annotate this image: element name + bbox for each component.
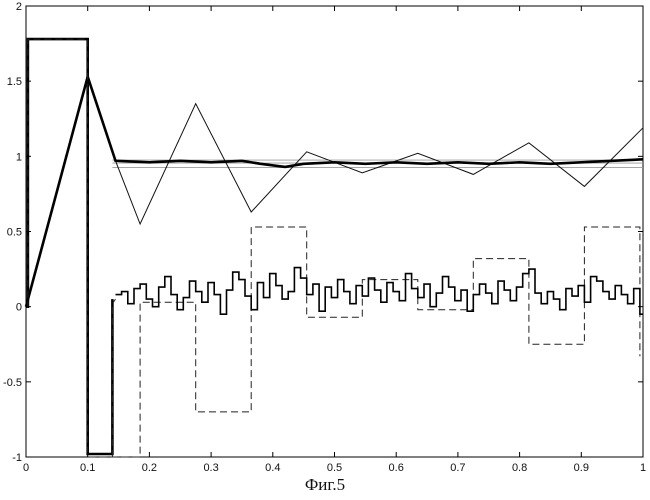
- x-tick-label: 0.5: [327, 462, 342, 474]
- tick-layer: 0 0.1 0.2 0.3 0.4 0.5 0.6 0.7 0.8 0.9 1 -1 -0.5 0 0.5 1…: [3, 1, 646, 474]
- series-line-noisy-step: [116, 268, 644, 315]
- y-tick-label: -1: [12, 452, 22, 464]
- x-tick-label: 0: [23, 462, 29, 474]
- y-tick-label: 0.5: [7, 227, 22, 239]
- x-tick-label: 0.9: [574, 462, 589, 474]
- x-tick-label: 0.3: [203, 462, 218, 474]
- x-tick-label: 0.4: [265, 462, 280, 474]
- series-line-dashed: [112, 299, 115, 457]
- x-tick-label: 0.1: [80, 462, 95, 474]
- x-tick-label: 0.7: [450, 462, 465, 474]
- y-tick-label: 1: [16, 151, 22, 163]
- x-tick-label: 0.8: [512, 462, 527, 474]
- y-tick-label: -0.5: [3, 377, 22, 389]
- series-layer: [26, 39, 643, 457]
- figure-caption: Фиг.5: [0, 475, 650, 495]
- y-tick-label: 0: [16, 302, 22, 314]
- x-tick-label: 1: [640, 462, 646, 474]
- series-line-dashed: [26, 39, 640, 457]
- plot-frame: [26, 6, 643, 457]
- series-line-thick-step: [26, 39, 112, 454]
- x-tick-label: 0.6: [389, 462, 404, 474]
- series-line-thick: [26, 77, 643, 307]
- y-tick-label: 1.5: [7, 76, 22, 88]
- y-tick-label: 2: [16, 1, 22, 13]
- plot-area: [26, 6, 643, 457]
- x-tick-label: 0.2: [142, 462, 157, 474]
